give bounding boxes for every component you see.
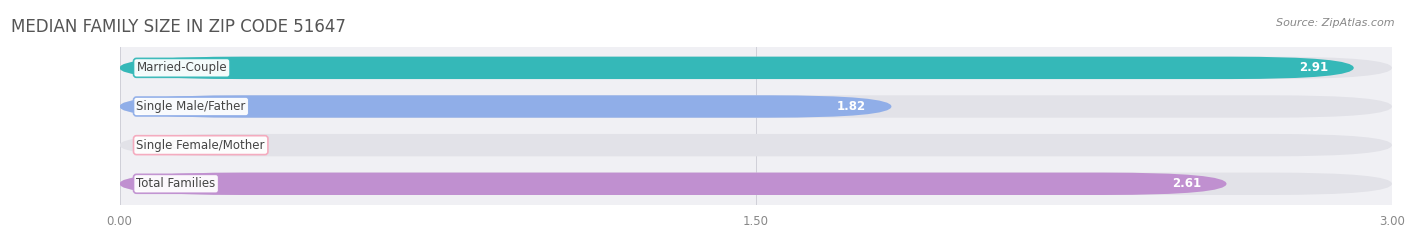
Text: Single Female/Mother: Single Female/Mother: [136, 139, 264, 152]
FancyBboxPatch shape: [120, 95, 891, 118]
FancyBboxPatch shape: [120, 173, 1226, 195]
FancyBboxPatch shape: [120, 57, 1392, 79]
Text: Total Families: Total Families: [136, 177, 215, 190]
Text: MEDIAN FAMILY SIZE IN ZIP CODE 51647: MEDIAN FAMILY SIZE IN ZIP CODE 51647: [11, 18, 346, 36]
Text: Single Male/Father: Single Male/Father: [136, 100, 246, 113]
Text: 2.61: 2.61: [1173, 177, 1201, 190]
FancyBboxPatch shape: [120, 134, 1392, 156]
Text: Married-Couple: Married-Couple: [136, 61, 228, 74]
FancyBboxPatch shape: [120, 95, 1392, 118]
Text: 2.91: 2.91: [1299, 61, 1329, 74]
FancyBboxPatch shape: [120, 57, 1354, 79]
FancyBboxPatch shape: [120, 173, 1392, 195]
Text: Source: ZipAtlas.com: Source: ZipAtlas.com: [1277, 18, 1395, 28]
Text: 1.82: 1.82: [837, 100, 866, 113]
Text: 0.00: 0.00: [170, 139, 200, 152]
